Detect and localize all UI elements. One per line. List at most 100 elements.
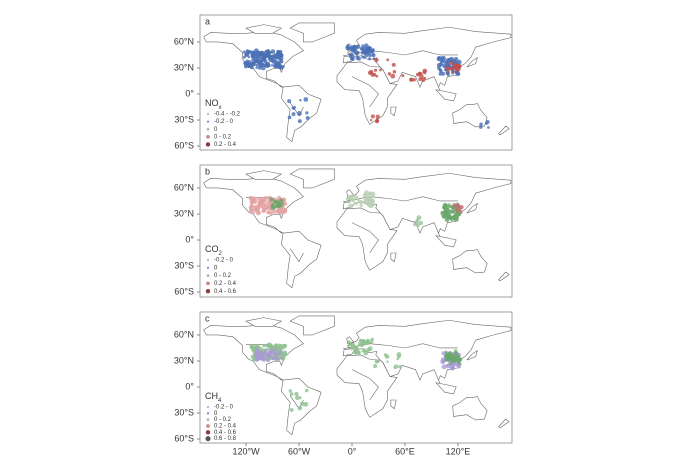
- legend-symbol: [206, 418, 210, 422]
- site-dot: [278, 352, 282, 357]
- site-dot: [364, 190, 370, 196]
- site-dot: [249, 207, 254, 212]
- site-dot: [275, 204, 280, 209]
- lat-tick-label: 30°S: [174, 114, 194, 124]
- site-dot: [357, 56, 361, 61]
- site-dot: [441, 214, 446, 219]
- site-dot: [445, 62, 450, 68]
- site-dot: [255, 59, 260, 63]
- lat-tick-label: 30°S: [174, 260, 194, 270]
- legend-item: 0 - 0.2: [214, 273, 232, 279]
- site-dot: [255, 63, 259, 67]
- site-dot: [371, 52, 376, 58]
- site-dot: [300, 401, 305, 407]
- legend-title-main: NO: [205, 98, 219, 108]
- site-dot: [369, 118, 373, 122]
- site-dot: [459, 363, 462, 366]
- site-dot: [255, 66, 258, 70]
- site-dot: [266, 210, 270, 215]
- site-dot: [270, 205, 275, 210]
- site-dot: [349, 45, 354, 50]
- legend-symbol: [205, 430, 211, 435]
- site-dot: [272, 210, 276, 214]
- site-dot: [443, 209, 446, 213]
- site-dot: [414, 220, 418, 225]
- site-dot: [255, 351, 259, 355]
- site-dot: [305, 116, 310, 120]
- site-dot: [262, 54, 266, 58]
- site-dot: [401, 74, 405, 78]
- site-dot: [281, 355, 286, 360]
- site-dot: [441, 55, 446, 61]
- site-dot: [278, 202, 282, 206]
- legend-symbol: [205, 289, 211, 294]
- legend-item: 0: [214, 127, 218, 133]
- site-dot: [447, 203, 451, 207]
- site-dot: [275, 351, 279, 355]
- site-dot: [353, 345, 358, 350]
- site-dot: [252, 210, 256, 214]
- site-dot: [370, 191, 376, 197]
- site-dot: [303, 97, 309, 102]
- site-dot: [289, 392, 294, 396]
- site-dot: [279, 356, 282, 360]
- site-dot: [373, 57, 379, 63]
- site-dot: [350, 48, 355, 53]
- site-dot: [392, 69, 397, 74]
- site-dot: [420, 77, 426, 83]
- site-dot: [398, 365, 402, 369]
- site-dot: [447, 66, 451, 70]
- site-dot: [409, 77, 414, 82]
- site-dot: [274, 347, 278, 351]
- legend-symbol: [206, 120, 210, 123]
- site-dot: [387, 72, 392, 76]
- site-dot: [485, 121, 489, 125]
- site-dot: [441, 364, 447, 370]
- panel-label: a: [205, 16, 210, 26]
- site-dot: [264, 199, 268, 203]
- site-dot: [281, 64, 285, 69]
- site-dot: [249, 344, 255, 350]
- site-dot: [439, 69, 443, 73]
- legend-title-main: CO: [205, 244, 219, 254]
- site-dot: [447, 351, 453, 357]
- site-dot: [375, 119, 380, 123]
- site-dot: [390, 73, 396, 79]
- site-dot: [373, 364, 378, 369]
- site-dot: [264, 348, 268, 352]
- site-dot: [297, 405, 303, 411]
- lon-tick-label: 60°W: [288, 446, 311, 456]
- site-dot: [444, 352, 449, 357]
- site-dot: [277, 200, 281, 204]
- site-dot: [274, 343, 278, 347]
- legend-item: 0 - 0.2: [214, 134, 232, 140]
- site-dot: [455, 209, 458, 212]
- site-dot: [257, 65, 262, 70]
- legend-item: -0.2 - 0: [214, 405, 234, 411]
- site-dot: [438, 72, 443, 76]
- site-dot: [396, 352, 402, 358]
- site-dot: [358, 338, 363, 343]
- site-dot: [277, 64, 282, 70]
- site-dot: [305, 111, 309, 115]
- site-dot: [450, 360, 454, 364]
- site-dot: [370, 114, 375, 119]
- site-dot: [254, 347, 260, 352]
- site-dot: [368, 53, 372, 58]
- site-dot: [368, 192, 372, 196]
- site-dot: [368, 57, 372, 61]
- site-dot: [353, 49, 358, 53]
- site-dot: [459, 357, 463, 361]
- legend-title: CH4: [205, 391, 222, 403]
- site-dot: [270, 55, 275, 59]
- site-dot: [362, 49, 367, 54]
- site-dot: [348, 196, 353, 201]
- site-dot: [359, 203, 364, 208]
- site-dot: [270, 49, 276, 54]
- site-dot: [487, 126, 490, 129]
- site-dot: [454, 349, 458, 353]
- site-dot: [349, 194, 353, 198]
- site-dot: [458, 205, 462, 209]
- site-dot: [418, 220, 424, 226]
- legend-item: 0.4 - 0.6: [214, 289, 237, 295]
